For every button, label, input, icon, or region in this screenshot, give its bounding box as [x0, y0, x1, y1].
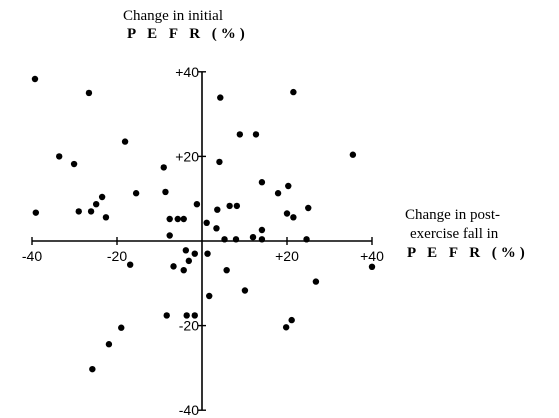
y-axis-title-line1: Change in initial — [123, 8, 223, 24]
data-point — [274, 190, 282, 197]
data-point — [214, 206, 221, 213]
data-point — [70, 160, 78, 168]
data-point — [204, 250, 211, 257]
data-point — [305, 204, 312, 212]
data-point — [249, 233, 257, 241]
data-point — [183, 312, 190, 319]
data-point — [193, 200, 201, 208]
data-point — [180, 266, 187, 274]
data-point — [258, 226, 266, 234]
axis-ticks: -40 -20 +20 +40 +40 +20 -20 -40 — [22, 64, 384, 418]
y-tick-label: -40 — [179, 402, 199, 418]
data-point — [290, 214, 297, 221]
data-point — [216, 158, 223, 166]
data-point — [191, 312, 198, 319]
data-point — [87, 208, 95, 215]
data-point — [121, 138, 129, 145]
data-point — [170, 263, 177, 270]
data-point — [126, 261, 134, 268]
x-tick-label: -40 — [22, 248, 42, 264]
data-point — [191, 250, 198, 257]
data-point — [163, 312, 170, 319]
data-point — [213, 225, 220, 232]
data-point — [312, 278, 320, 285]
data-point — [92, 200, 100, 208]
data-point — [118, 324, 125, 331]
data-point — [368, 263, 376, 271]
data-point — [252, 131, 260, 138]
y-tick-label: -20 — [179, 318, 199, 334]
data-point — [258, 179, 266, 186]
data-point — [32, 209, 40, 216]
data-point — [217, 94, 224, 101]
data-point — [132, 190, 140, 197]
x-axis-title-line2: exercise fall in — [410, 226, 499, 242]
data-point — [241, 287, 249, 294]
data-point — [236, 131, 244, 138]
data-point — [56, 153, 63, 160]
y-tick-label: +40 — [175, 64, 199, 80]
y-axis-title-line2: P E F R (%) — [127, 26, 249, 42]
x-axis-title-line1: Change in post- — [405, 207, 500, 223]
data-point — [203, 219, 210, 227]
data-point — [258, 236, 266, 243]
data-point — [349, 151, 357, 158]
data-point — [102, 214, 110, 221]
x-tick-label: -20 — [107, 248, 127, 264]
data-point — [105, 341, 113, 348]
data-point — [162, 188, 169, 196]
data-point — [290, 88, 297, 96]
data-point — [98, 193, 106, 201]
data-point — [232, 236, 240, 243]
x-tick-label: +40 — [360, 248, 384, 264]
data-point — [75, 208, 82, 215]
data-point — [31, 75, 39, 83]
data-point — [303, 236, 310, 243]
data-point — [160, 164, 167, 171]
data-point — [233, 202, 241, 210]
x-axis-title-line3: P E F R (%) — [407, 245, 529, 261]
data-point — [226, 202, 233, 210]
data-point — [166, 215, 173, 223]
data-point — [185, 257, 193, 265]
data-point — [288, 316, 295, 324]
data-point — [283, 210, 291, 217]
data-point — [206, 292, 213, 300]
data-point — [180, 215, 187, 223]
y-tick-label: +20 — [175, 148, 199, 164]
data-point — [174, 215, 181, 223]
data-point — [166, 232, 173, 239]
data-points — [31, 75, 376, 373]
data-point — [221, 236, 228, 243]
data-point — [89, 365, 96, 373]
data-point — [182, 247, 190, 254]
axes — [32, 71, 372, 411]
data-point — [285, 182, 292, 190]
data-point — [223, 266, 230, 274]
data-point — [282, 324, 290, 331]
data-point — [85, 89, 93, 97]
x-tick-label: +20 — [275, 248, 299, 264]
